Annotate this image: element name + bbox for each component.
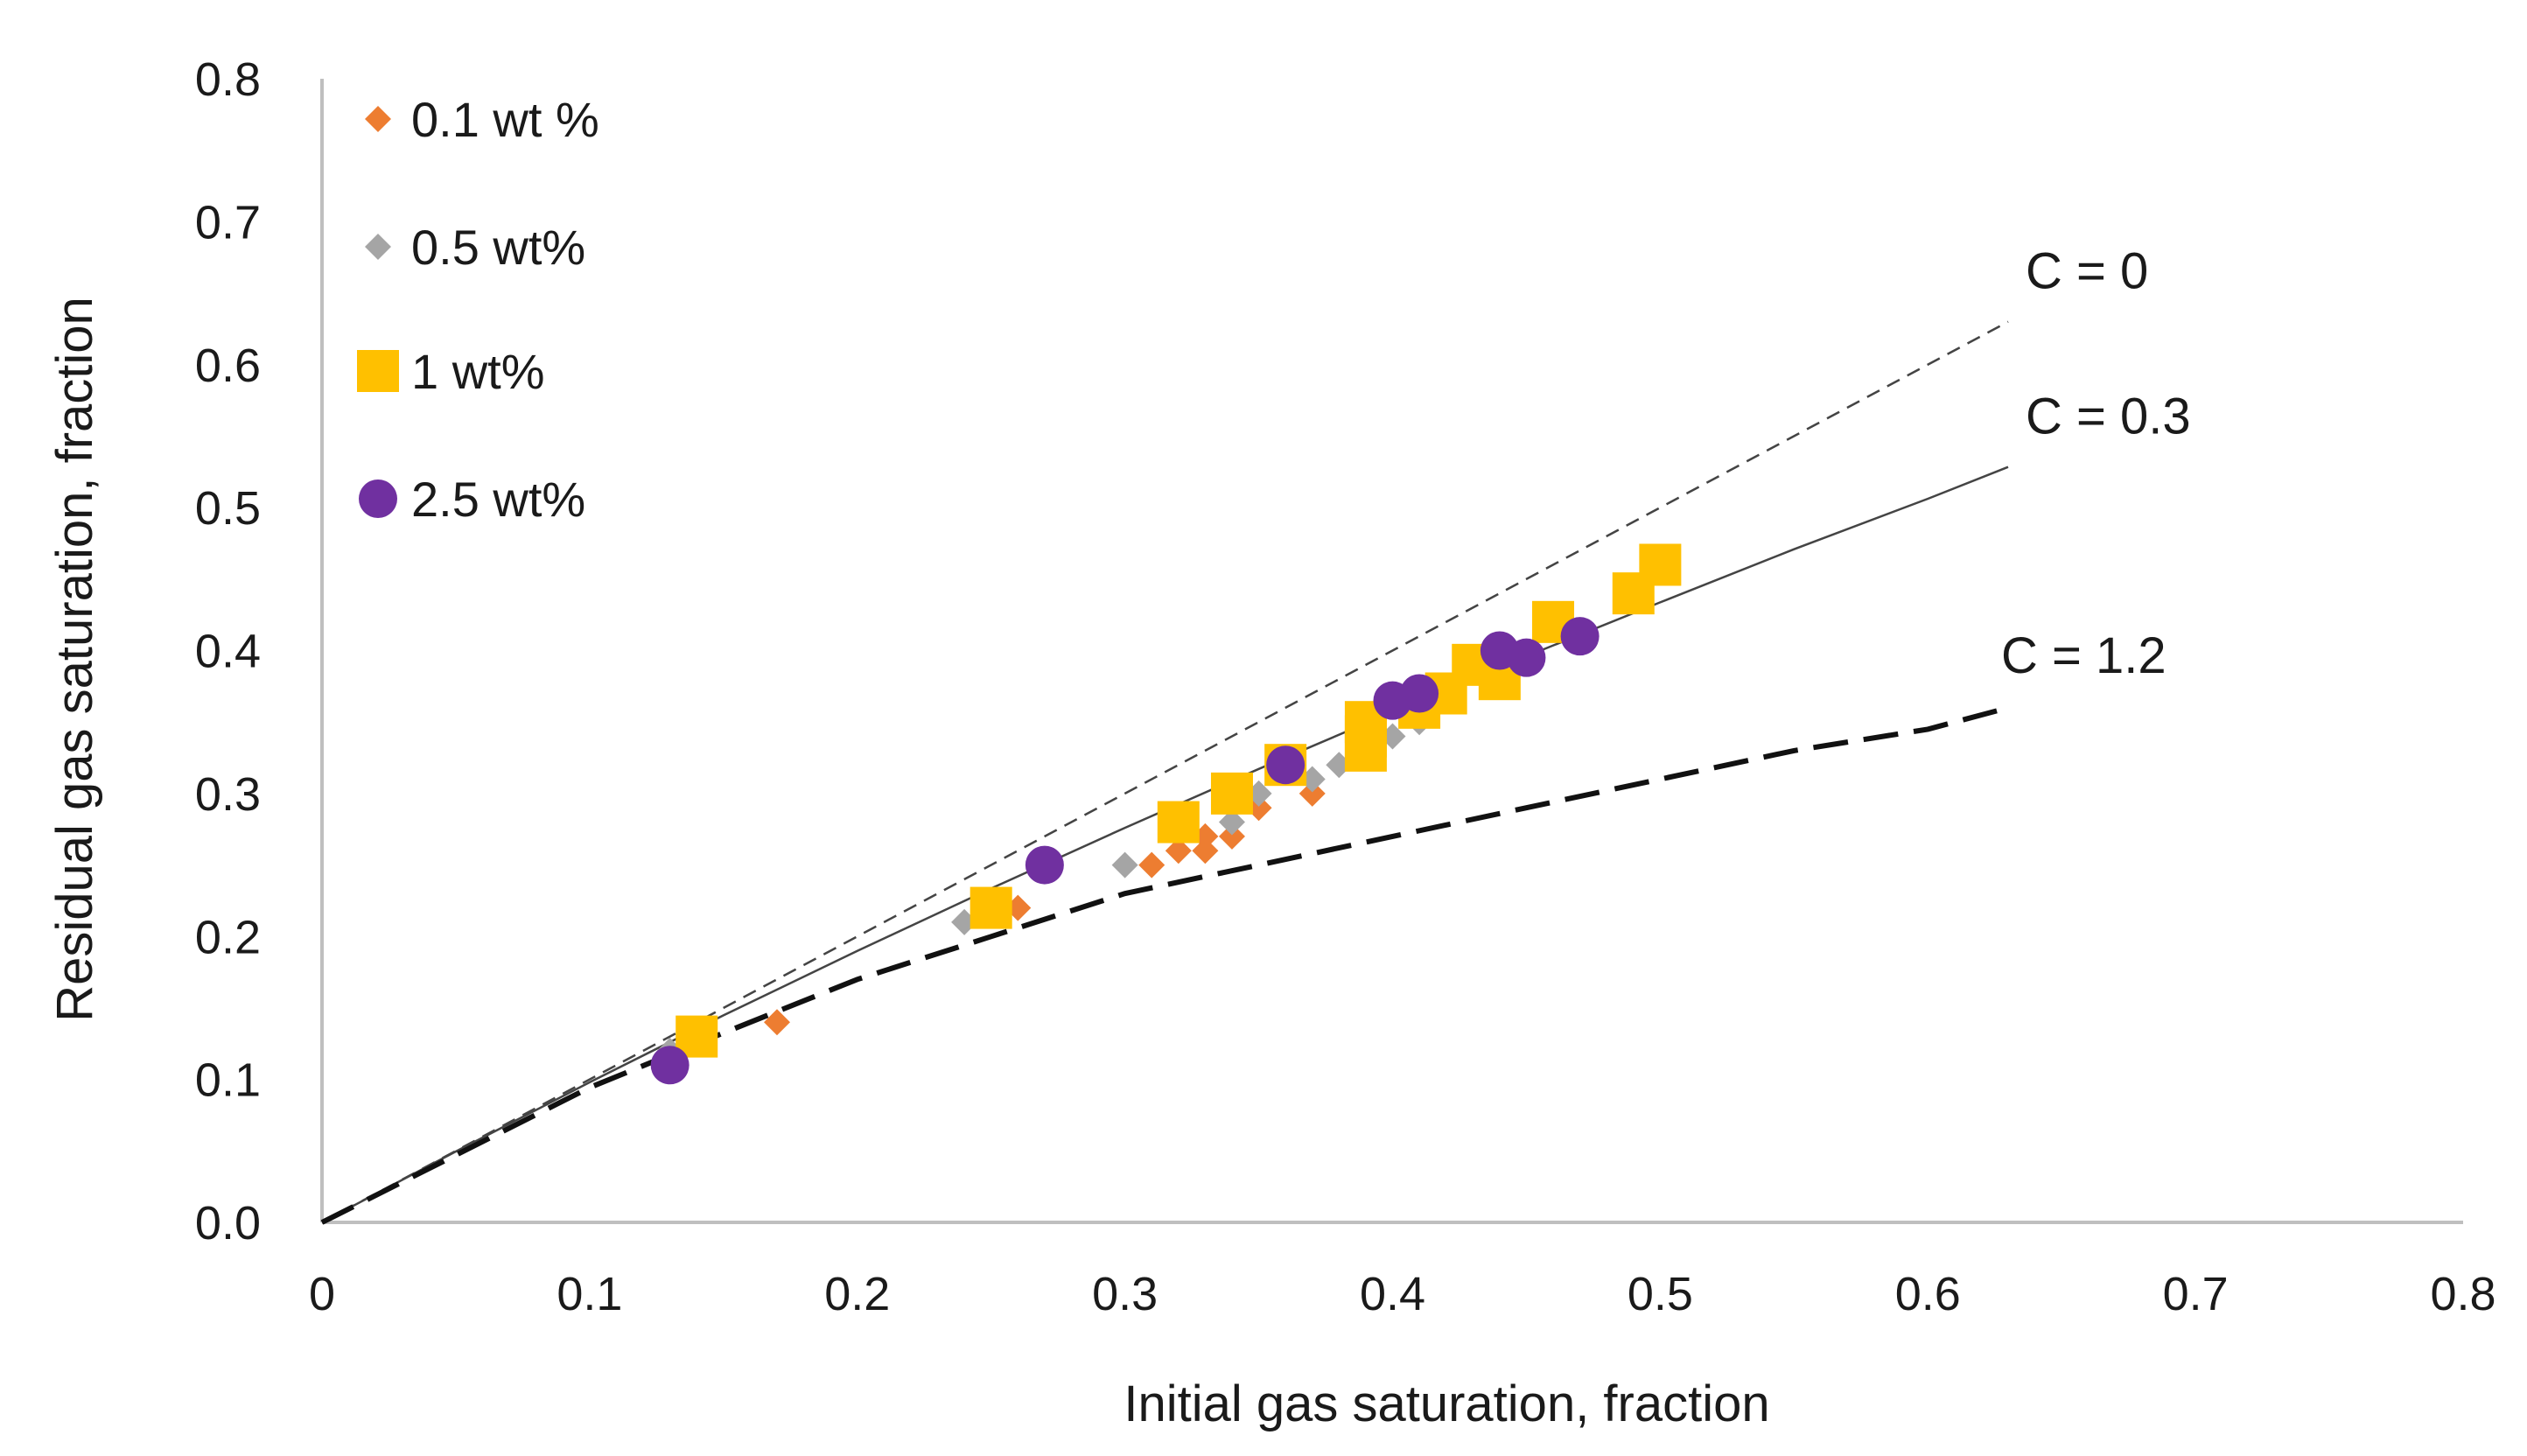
legend-label: 1 wt% — [411, 344, 545, 399]
legend-marker — [359, 480, 397, 518]
y-tick-label: 0.5 — [195, 482, 261, 535]
x-axis-title: Initial gas saturation, fraction — [1124, 1376, 1769, 1432]
data-point — [970, 886, 1012, 929]
legend-label: 0.1 wt % — [411, 92, 599, 147]
data-point — [1157, 801, 1200, 844]
y-tick-label: 0.6 — [195, 340, 261, 392]
curve-line — [321, 320, 2009, 1224]
x-tick-label: 0.3 — [1092, 1268, 1158, 1320]
data-point — [1138, 851, 1166, 878]
axis-labels: Initial gas saturation, fraction Residua… — [46, 297, 1770, 1432]
data-point — [1165, 837, 1192, 864]
legend: 0.1 wt % 0.5 wt% 1 wt% 2.5 wt% — [357, 92, 599, 527]
curve-label: C = 0.3 — [2026, 388, 2191, 445]
model-curves: C = 0 C = 0.3 C = 1.2 — [320, 243, 2191, 1225]
legend-marker — [357, 350, 399, 392]
curve-label: C = 1.2 — [2001, 627, 2166, 684]
data-point — [1266, 746, 1306, 785]
data-point — [1025, 845, 1064, 885]
x-tick-label: 0.4 — [1360, 1268, 1425, 1320]
data-point — [1298, 780, 1326, 807]
x-tick-label: 0.6 — [1895, 1268, 1961, 1320]
data-point — [650, 1046, 690, 1085]
y-tick-label: 0.4 — [195, 626, 261, 678]
data-point — [676, 1015, 718, 1058]
data-point — [1560, 617, 1600, 656]
axes: 0 0.1 0.2 0.3 0.4 0.5 0.6 0.7 0.8 0.0 0.1 0.2 0.3 0.4… — [195, 53, 2496, 1320]
y-tick-label: 0.1 — [195, 1054, 261, 1107]
x-tick-label: 0.5 — [1628, 1268, 1693, 1320]
y-tick-label: 0.0 — [195, 1197, 261, 1250]
data-point — [763, 1009, 790, 1036]
y-tick-label: 0.2 — [195, 911, 261, 963]
data-point — [1400, 674, 1439, 713]
y-tick-label: 0.7 — [195, 196, 261, 248]
legend-marker — [365, 234, 391, 260]
data-point — [1218, 822, 1245, 850]
curve-line — [320, 705, 2009, 1225]
data-point — [1192, 837, 1219, 864]
y-axis-title: Residual gas saturation, fraction — [46, 297, 103, 1022]
legend-label: 2.5 wt% — [411, 472, 585, 527]
data-points — [650, 543, 1682, 1085]
x-tick-label: 0.1 — [556, 1268, 622, 1320]
curve-line — [321, 466, 2009, 1224]
data-point — [1210, 772, 1253, 815]
data-point — [1111, 851, 1138, 878]
curve-label: C = 0 — [2026, 243, 2148, 300]
x-tick-label: 0 — [309, 1268, 335, 1320]
x-tick-label: 0.2 — [824, 1268, 890, 1320]
x-tick-label: 0.7 — [2163, 1268, 2229, 1320]
legend-label: 0.5 wt% — [411, 220, 585, 275]
x-tick-label: 0.8 — [2430, 1268, 2496, 1320]
y-tick-label: 0.3 — [195, 768, 261, 821]
y-tick-label: 0.8 — [195, 53, 261, 106]
data-point — [1507, 638, 1546, 677]
data-point — [1639, 543, 1682, 586]
legend-marker — [365, 106, 391, 132]
data-point — [1218, 808, 1245, 836]
